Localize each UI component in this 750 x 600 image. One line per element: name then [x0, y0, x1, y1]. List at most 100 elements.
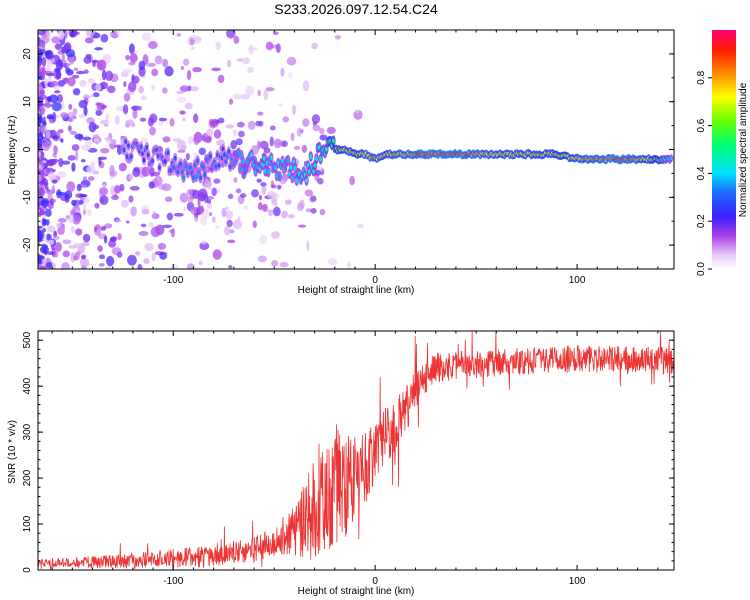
- spectrogram-ridge-cell: [209, 153, 212, 159]
- colorbar-tick-label: 0.6: [696, 118, 707, 132]
- spectrogram-noise-cell: [94, 47, 104, 51]
- colorbar-scale: [712, 30, 736, 269]
- spectrogram-noise-cell: [83, 105, 88, 117]
- spectrogram-noise-cell: [38, 174, 43, 183]
- spectrogram-x-axis: -100 0 100: [51, 30, 659, 286]
- spectrogram-noise-cell: [177, 149, 186, 153]
- spectrogram-noise-cell: [57, 129, 64, 134]
- spectrogram-y-tick-label: -20: [22, 237, 33, 252]
- spectrogram-noise-cell: [131, 75, 140, 84]
- spectrogram-noise-cell: [141, 32, 152, 42]
- spectrogram-noise-cell: [48, 94, 59, 103]
- spectrogram-noise-cell: [68, 244, 78, 249]
- spectrogram-noise-cell: [296, 202, 304, 211]
- snr-y-tick-label: 400: [22, 377, 33, 394]
- spectrogram-noise-cell: [105, 265, 112, 269]
- spectrogram-noise-cell: [122, 68, 133, 74]
- spectrogram-noise-cell: [61, 262, 70, 269]
- spectrogram-noise-cell: [55, 70, 62, 80]
- spectrogram-noise-cell: [51, 185, 56, 194]
- spectrogram-noise-cell: [99, 254, 106, 260]
- spectrogram-noise-cell: [162, 87, 168, 94]
- spectrogram-noise-cell: [312, 124, 321, 132]
- spectrogram-noise-cell: [116, 251, 123, 258]
- colorbar-label: Normalized spectral amplitude: [738, 82, 749, 217]
- spectrogram-noise-cell: [179, 85, 190, 92]
- spectrogram-ridge-cell: [182, 175, 185, 180]
- spectrogram-noise-cell: [38, 187, 46, 197]
- spectrogram-noise-cell: [206, 202, 213, 209]
- spectrogram-noise-cell: [305, 208, 312, 213]
- spectrogram-noise-cell: [69, 130, 77, 135]
- spectrogram-noise-cell: [252, 220, 257, 228]
- spectrogram-noise-cell: [101, 69, 107, 81]
- spectrogram-noise-cell: [82, 233, 91, 243]
- spectrogram-noise-cell: [137, 263, 143, 269]
- spectrogram-noise-cell: [240, 193, 247, 198]
- spectrogram-noise-cell: [45, 219, 50, 226]
- spectrogram-noise-cell: [170, 227, 175, 238]
- spectrogram-noise-cell: [76, 183, 82, 192]
- spectrogram-ridge-cell: [237, 150, 241, 156]
- spectrogram-noise-cell: [127, 254, 137, 266]
- spectrogram-noise-cell: [79, 258, 90, 268]
- spectrogram-noise-cell: [72, 88, 81, 96]
- spectrogram-ridge-cell: [315, 156, 318, 161]
- spectrogram-noise-cell: [282, 116, 290, 123]
- spectrogram-noise-cell: [256, 178, 262, 183]
- spectrogram-noise-cell: [96, 59, 107, 71]
- spectrogram-noise-cell: [271, 200, 278, 206]
- colorbar-tick-label: 0.4: [696, 166, 707, 180]
- spectrogram-noise-cell: [99, 195, 109, 206]
- spectrogram-noise-cell: [80, 158, 86, 163]
- spectrogram-noise-cell: [186, 188, 193, 196]
- spectrogram-noise-cell: [109, 164, 115, 176]
- spectrogram-noise-cell: [157, 242, 167, 250]
- spectrogram-noise-cell: [173, 212, 184, 217]
- spectrogram-noise-cell: [44, 50, 50, 55]
- spectrogram-noise-cell: [288, 71, 293, 79]
- spectrogram-noise-cell: [226, 59, 232, 68]
- spectrogram-noise-cell: [89, 94, 94, 98]
- spectrogram-noise-cell: [225, 206, 230, 210]
- spectrogram-noise-cell: [259, 234, 268, 245]
- spectrogram-noise-cell: [70, 252, 76, 263]
- spectrogram-noise-cell: [73, 67, 79, 72]
- spectrogram-noise-cell: [176, 33, 182, 37]
- spectrogram-ridge-cell: [124, 139, 128, 144]
- snr-panel: -100 0 100 0 100 200 300 400 500 Height of stra…: [7, 330, 675, 597]
- spectrogram-ridge-cell: [127, 143, 130, 149]
- spectrogram-noise-cell: [153, 175, 163, 186]
- spectrogram-noise-cell: [182, 117, 186, 122]
- spectrogram-noise-cell: [198, 260, 203, 266]
- snr-y-tick-label: 100: [22, 515, 33, 532]
- spectrogram-noise-cell: [223, 225, 231, 236]
- spectrogram-noise-cell: [148, 181, 155, 189]
- spectrogram-noise-cell: [71, 225, 75, 234]
- spectrogram-noise-cell: [138, 231, 149, 237]
- spectrogram-ridge-cell: [141, 151, 144, 157]
- spectrogram-ridge-cell: [274, 165, 277, 171]
- spectrogram-noise-cell: [226, 219, 233, 228]
- spectrogram-noise-cell: [204, 178, 210, 189]
- figure-title: S233.2026.097.12.54.C24: [274, 1, 438, 17]
- spectrogram-ridge-cell: [199, 175, 202, 181]
- spectrogram-noise-cell: [140, 137, 148, 143]
- spectrogram-noise-cell: [41, 142, 50, 152]
- spectrogram-noise-cell: [257, 111, 264, 116]
- spectrogram-noise-cell: [236, 121, 245, 128]
- spectrogram-noise-cell: [104, 223, 113, 229]
- spectrogram-noise-cell: [172, 138, 182, 143]
- spectrogram-ridge-cell: [305, 178, 308, 183]
- spectrogram-noise-cell: [69, 31, 74, 38]
- spectrogram-noise-cell: [82, 136, 92, 141]
- spectrogram-noise-cell: [110, 139, 117, 145]
- spectrogram-ridge-cell: [166, 150, 170, 156]
- spectrogram-noise-cell: [52, 235, 60, 241]
- spectrogram-ridge-cell: [286, 157, 290, 163]
- spectrogram-noise-cell: [100, 147, 110, 154]
- spectrogram-noise-cell: [41, 56, 47, 67]
- spectrogram-noise-cell: [247, 120, 256, 130]
- spectrogram-noise-cell: [193, 37, 202, 42]
